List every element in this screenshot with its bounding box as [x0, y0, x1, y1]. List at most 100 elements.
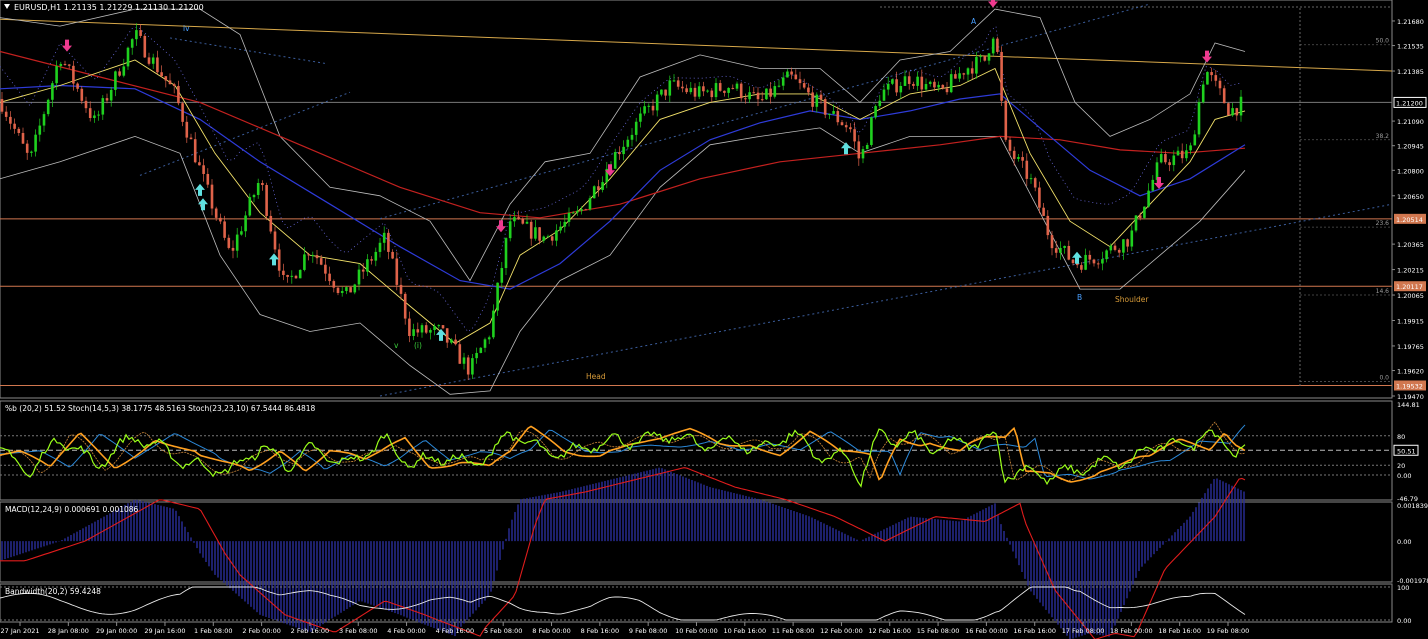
candle-body [996, 38, 999, 52]
fib-label: 23.6 [1376, 220, 1390, 227]
candle-body [214, 208, 218, 218]
candle-body [76, 83, 79, 89]
candle-body [597, 186, 600, 190]
candle-body [319, 258, 323, 265]
candle-body [374, 251, 378, 261]
candle-body [874, 106, 877, 118]
candle-body [177, 85, 180, 104]
candle-body [651, 105, 655, 111]
fib-label: 14.6 [1376, 288, 1390, 295]
candle-body [807, 87, 810, 93]
candle-body [227, 237, 231, 248]
candle-body [139, 30, 142, 36]
candle-body [235, 234, 239, 251]
candle-body [811, 92, 814, 107]
candle-body [513, 217, 516, 222]
candle-body [361, 269, 365, 272]
candle-body [168, 80, 172, 85]
candle-body [240, 231, 243, 235]
candle-body [622, 146, 625, 155]
candle-body [1239, 96, 1243, 116]
candle-body [550, 236, 554, 241]
candle-body [1008, 139, 1012, 151]
candle-body [744, 98, 747, 100]
candle-body [735, 83, 739, 89]
sell-arrow-icon [988, 0, 998, 8]
candle-body [1210, 72, 1213, 76]
candle-body [760, 99, 764, 101]
candle-body [282, 270, 285, 275]
candle-body [303, 254, 306, 270]
candle-body [731, 87, 735, 89]
time-tick-label: 29 Jan 00:00 [96, 627, 137, 635]
candle-body [126, 47, 130, 67]
candle-body [1176, 150, 1180, 156]
candle-body [567, 212, 571, 222]
candle-body [67, 64, 71, 66]
candle-body [1168, 162, 1171, 166]
candle-body [882, 89, 886, 101]
current-price-tag [1393, 96, 1427, 108]
macd-panel[interactable]: 0.001839 0.00 -0.001978 [0, 467, 1428, 639]
candle-body [122, 66, 126, 76]
candle-body [30, 151, 33, 153]
time-axis: 27 Jan 2021 28 Jan 08:00 29 Jan 00:00 29 Ja… [1, 622, 1249, 635]
candle-body [555, 230, 558, 241]
candle-body [1054, 248, 1058, 253]
candle-body [739, 83, 743, 99]
candle-body [828, 113, 831, 115]
price-panel[interactable]: 50.0 38.2 23.6 14.6 0.0 iv v (i) A B Head Shoulder [0, 0, 1393, 397]
osc-tick-label: 50.51 [1397, 447, 1416, 455]
collapse-triangle-icon[interactable] [4, 4, 10, 9]
osc-tick-label: 80 [1397, 433, 1405, 441]
price-tick-label: 1.21535 [1397, 43, 1424, 51]
candle-body [248, 197, 252, 216]
candle-body [290, 275, 294, 277]
candle-body [349, 287, 352, 293]
candle-body [1113, 245, 1117, 250]
time-tick-label: 29 Jan 16:00 [144, 627, 185, 635]
candle-body [958, 73, 961, 79]
price-tick-label: 1.20514 [1396, 216, 1423, 224]
candle-body [605, 168, 609, 183]
time-tick-label: 5 Feb 08:00 [484, 627, 523, 635]
candle-body [727, 87, 730, 93]
candle-body [336, 287, 340, 293]
candle-body [975, 57, 978, 74]
candle-body [38, 125, 42, 135]
candle-body [970, 68, 974, 74]
time-tick-label: 12 Feb 16:00 [868, 627, 911, 635]
candle-body [387, 232, 390, 252]
candle-body [1084, 254, 1087, 270]
candle-body [895, 79, 898, 93]
candle-body [1227, 103, 1230, 116]
candle-body [916, 76, 919, 86]
candle-body [420, 325, 424, 333]
oscillator-panel[interactable]: 144.81 80 50.51 20 0.00 -46.79 [0, 401, 1420, 503]
candle-body [777, 85, 781, 87]
candle-body [9, 116, 12, 124]
bandwidth-panel[interactable]: 100 0.00 [0, 584, 1411, 625]
candle-body [4, 111, 8, 117]
candle-body [1004, 100, 1008, 140]
candle-body [504, 238, 508, 269]
candle-body [0, 99, 4, 112]
candle-body [664, 89, 667, 96]
candle-body [853, 129, 856, 142]
candle-body [97, 114, 100, 116]
candle-body [559, 226, 562, 231]
candle-body [655, 94, 659, 111]
candle-body [21, 133, 25, 144]
candle-body [366, 259, 369, 272]
candle-body [912, 83, 915, 86]
dotted-indicator-line [0, 25, 1243, 333]
sell-arrow-icon [1202, 50, 1212, 63]
candle-body [1101, 259, 1104, 264]
time-tick-label: 1 Feb 08:00 [194, 627, 233, 635]
candle-body [63, 63, 67, 65]
trend-line [0, 18, 1393, 72]
candle-body [223, 221, 226, 238]
bollinger-upper [0, 8, 1246, 282]
ma-slow-line [0, 50, 1246, 219]
